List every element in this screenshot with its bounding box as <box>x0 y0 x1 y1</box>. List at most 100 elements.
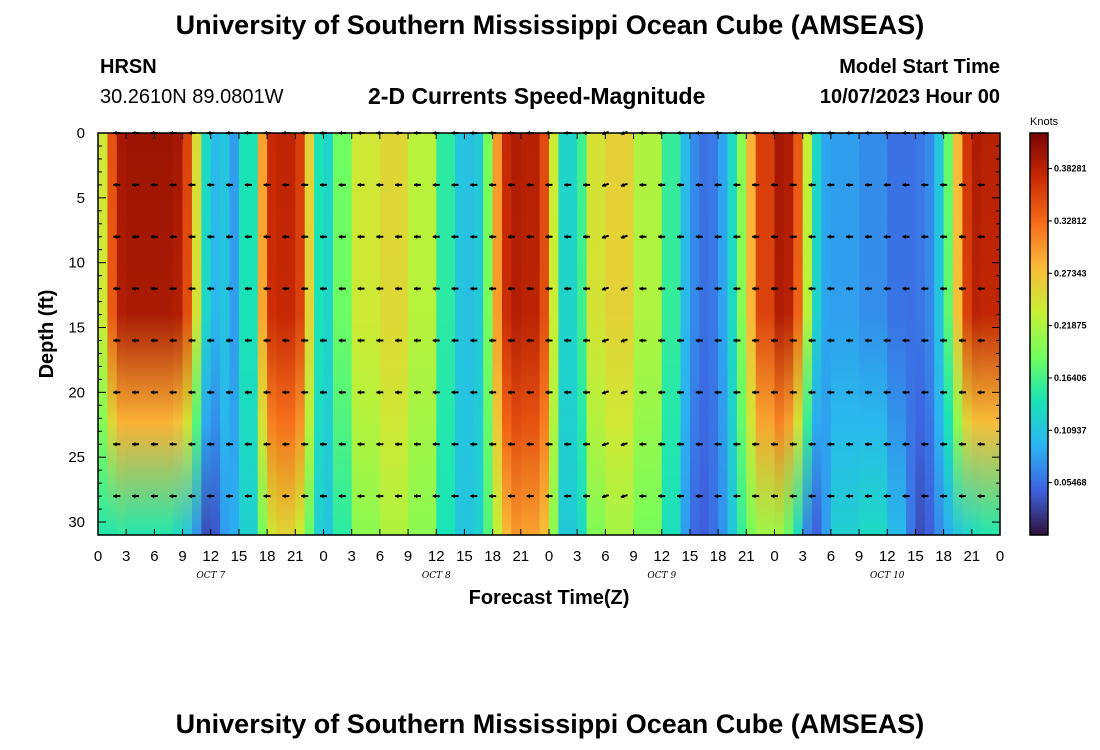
heatmap-column <box>483 133 494 535</box>
current-arrow <box>413 390 421 395</box>
x-tick-label: 18 <box>484 548 501 565</box>
current-arrow <box>752 234 760 240</box>
current-arrow <box>207 493 215 499</box>
current-arrow <box>902 182 910 188</box>
current-arrow <box>977 338 985 343</box>
current-arrow <box>169 286 177 291</box>
current-arrow <box>395 182 403 188</box>
current-arrow <box>357 286 365 291</box>
current-arrow <box>677 441 685 447</box>
current-arrow <box>846 493 854 499</box>
current-arrow <box>113 441 121 447</box>
y-tick-label: 20 <box>68 384 85 401</box>
current-arrow <box>902 441 910 447</box>
x-tick-label: 18 <box>710 548 727 565</box>
heatmap-column <box>257 133 268 535</box>
current-arrow <box>977 441 985 447</box>
current-arrow <box>808 338 816 343</box>
current-arrow <box>263 493 271 499</box>
current-arrow <box>658 390 666 395</box>
current-arrow <box>940 338 948 343</box>
current-arrow <box>677 234 685 240</box>
current-arrow <box>451 234 459 240</box>
current-arrow <box>413 493 421 499</box>
heatmap-column <box>492 133 503 535</box>
heatmap-column <box>539 133 550 535</box>
current-arrow <box>507 286 515 291</box>
current-arrow <box>376 182 384 188</box>
x-tick-label: 15 <box>456 548 473 565</box>
heatmap-column <box>549 133 559 535</box>
current-arrow <box>451 286 459 291</box>
current-arrow <box>451 493 459 499</box>
current-arrow <box>714 234 722 240</box>
current-arrow <box>470 286 478 291</box>
current-arrow <box>827 493 835 499</box>
current-arrow <box>695 338 703 343</box>
heatmap-column <box>680 133 691 535</box>
current-arrow <box>545 493 553 499</box>
current-arrow <box>470 234 478 240</box>
current-arrow <box>188 390 196 395</box>
x-tick-label: 6 <box>376 548 384 565</box>
current-arrow <box>489 441 497 447</box>
current-arrow <box>752 338 760 343</box>
chart-subtitle: 2-D Currents Speed-Magnitude <box>368 83 706 109</box>
current-arrow <box>883 441 891 447</box>
current-arrow <box>150 286 158 291</box>
current-arrow <box>226 234 234 240</box>
current-arrow <box>338 493 346 499</box>
heatmap-column <box>887 133 907 535</box>
current-arrow <box>526 338 534 343</box>
current-arrow <box>902 338 910 343</box>
current-arrow <box>451 182 459 188</box>
x-tick-label: 12 <box>879 548 896 565</box>
current-arrow <box>601 442 610 447</box>
y-axis-label: Depth (ft) <box>36 290 58 379</box>
current-arrow <box>921 493 929 499</box>
colorbar-tick-label: 0.38281 <box>1054 164 1087 174</box>
current-arrow <box>564 390 572 395</box>
x-tick-label: 15 <box>231 548 248 565</box>
current-arrow <box>864 234 872 240</box>
current-arrow <box>395 493 403 499</box>
heatmap <box>98 133 1001 535</box>
current-arrow <box>113 182 121 188</box>
heatmap-column <box>502 133 513 535</box>
current-arrow <box>132 441 140 447</box>
current-arrow <box>752 286 760 291</box>
current-arrow <box>507 234 515 240</box>
current-arrow <box>226 390 234 395</box>
heatmap-column <box>408 133 437 535</box>
current-arrow <box>977 493 985 499</box>
current-arrow <box>113 234 121 240</box>
current-arrow <box>827 234 835 240</box>
x-tick-label: 6 <box>150 548 158 565</box>
current-arrow <box>395 390 403 395</box>
current-arrow <box>883 234 891 240</box>
heatmap-column <box>201 133 212 535</box>
x-tick-label: 12 <box>428 548 445 565</box>
heatmap-column <box>783 133 794 535</box>
current-arrow <box>620 182 628 188</box>
current-arrow <box>282 182 290 188</box>
current-arrow <box>282 234 290 240</box>
x-tick-label: 9 <box>855 548 863 565</box>
heatmap-column <box>924 133 935 535</box>
current-arrow <box>432 234 440 240</box>
current-arrow <box>695 286 703 291</box>
current-arrow <box>244 286 252 291</box>
current-arrow <box>789 390 797 395</box>
current-arrow <box>827 338 835 343</box>
current-arrow <box>846 338 854 343</box>
current-arrow <box>526 182 534 188</box>
x-tick-label: 3 <box>573 548 581 565</box>
x-tick-label: 6 <box>601 548 609 565</box>
current-arrow <box>413 182 421 188</box>
current-arrow <box>601 234 610 239</box>
current-arrow <box>545 182 553 188</box>
current-arrow <box>150 493 158 499</box>
current-arrow <box>921 390 929 395</box>
current-arrow <box>940 441 948 447</box>
heatmap-column <box>276 133 296 535</box>
